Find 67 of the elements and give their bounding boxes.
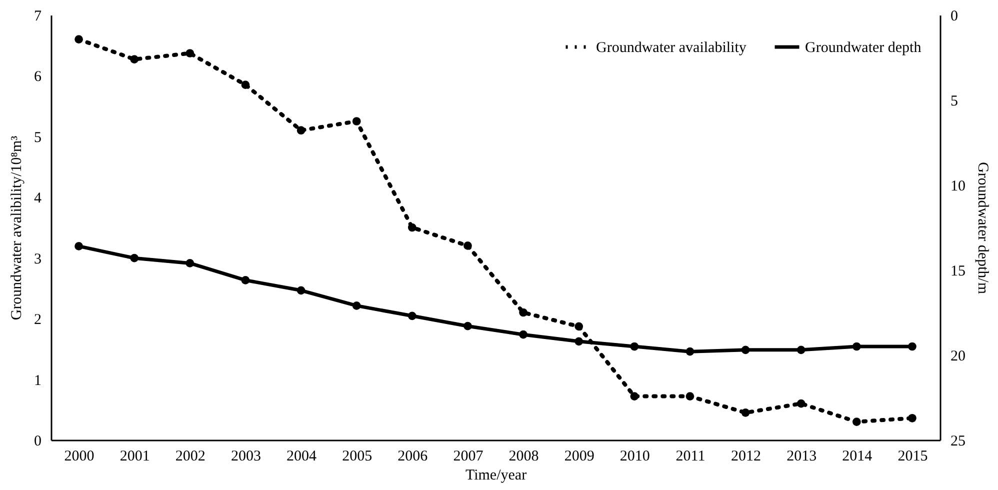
y-tick-label: 3: [34, 251, 42, 268]
y2-tick-label: 0: [950, 8, 958, 24]
point: [796, 346, 806, 354]
y2-tick-label: 25: [950, 434, 966, 450]
x-tick-label: 2000: [64, 448, 94, 464]
x-tick-label: 2002: [175, 448, 206, 464]
x-tick-label: 2014: [842, 448, 873, 464]
point: [630, 342, 639, 351]
y-tick-label: 6: [34, 69, 42, 86]
point: [130, 254, 139, 262]
point: [408, 223, 416, 232]
point: [296, 126, 306, 135]
point: [186, 49, 194, 58]
y-axis-title: Groundwater avalibility/10⁸m³: [9, 135, 25, 320]
x-tick-label: 2013: [786, 448, 817, 464]
y-tick-label: 5: [34, 130, 42, 146]
x-tick-label: 2003: [230, 448, 261, 464]
point: [908, 342, 916, 351]
x-tick-label: 2008: [508, 448, 539, 464]
point: [852, 342, 861, 351]
point: [741, 346, 750, 354]
x-tick-label: 2007: [453, 448, 484, 464]
point: [519, 308, 528, 317]
point: [352, 117, 361, 126]
y2-axis-title: Groundwater depth/m: [974, 162, 990, 294]
point: [74, 242, 83, 250]
point: [130, 55, 139, 64]
point: [241, 276, 250, 284]
point: [574, 322, 584, 331]
x-tick-label: 2009: [564, 448, 594, 464]
point: [74, 35, 83, 44]
x-tick-label: 2010: [620, 448, 650, 464]
point: [408, 312, 416, 320]
point: [464, 322, 472, 330]
y-tick-label: 7: [34, 8, 42, 24]
y-tick-label: 1: [34, 372, 42, 389]
point: [741, 408, 750, 417]
y2-tick-label: 5: [950, 94, 958, 110]
x-tick-label: 2005: [342, 448, 372, 464]
point: [241, 80, 250, 89]
point: [686, 392, 694, 400]
x-tick-label: 2006: [398, 448, 428, 464]
x-tick-label: 2012: [731, 448, 762, 464]
y-tick-label: 0: [34, 434, 42, 450]
x-tick-label: 2001: [120, 448, 150, 464]
point: [686, 347, 694, 356]
y-tick-label: 4: [34, 190, 42, 207]
y2-tick-label: 15: [950, 264, 966, 280]
point: [186, 259, 194, 268]
x-axis-title: Time/year: [465, 468, 527, 484]
point: [852, 418, 861, 426]
point: [630, 392, 639, 400]
point: [352, 302, 361, 310]
point: [574, 337, 584, 346]
point: [908, 414, 916, 422]
y2-tick-label: 10: [950, 178, 966, 194]
x-tick-label: 2015: [898, 448, 928, 464]
legend-label: Groundwater availability: [596, 40, 747, 56]
point: [296, 286, 306, 295]
y-tick-label: 2: [34, 312, 42, 328]
point: [464, 242, 472, 250]
legend-label: Groundwater depth: [805, 40, 922, 56]
x-tick-label: 2004: [286, 448, 318, 464]
point: [796, 399, 806, 408]
point: [519, 330, 528, 339]
y2-tick-label: 20: [950, 348, 966, 364]
x-tick-label: 2011: [676, 448, 706, 464]
